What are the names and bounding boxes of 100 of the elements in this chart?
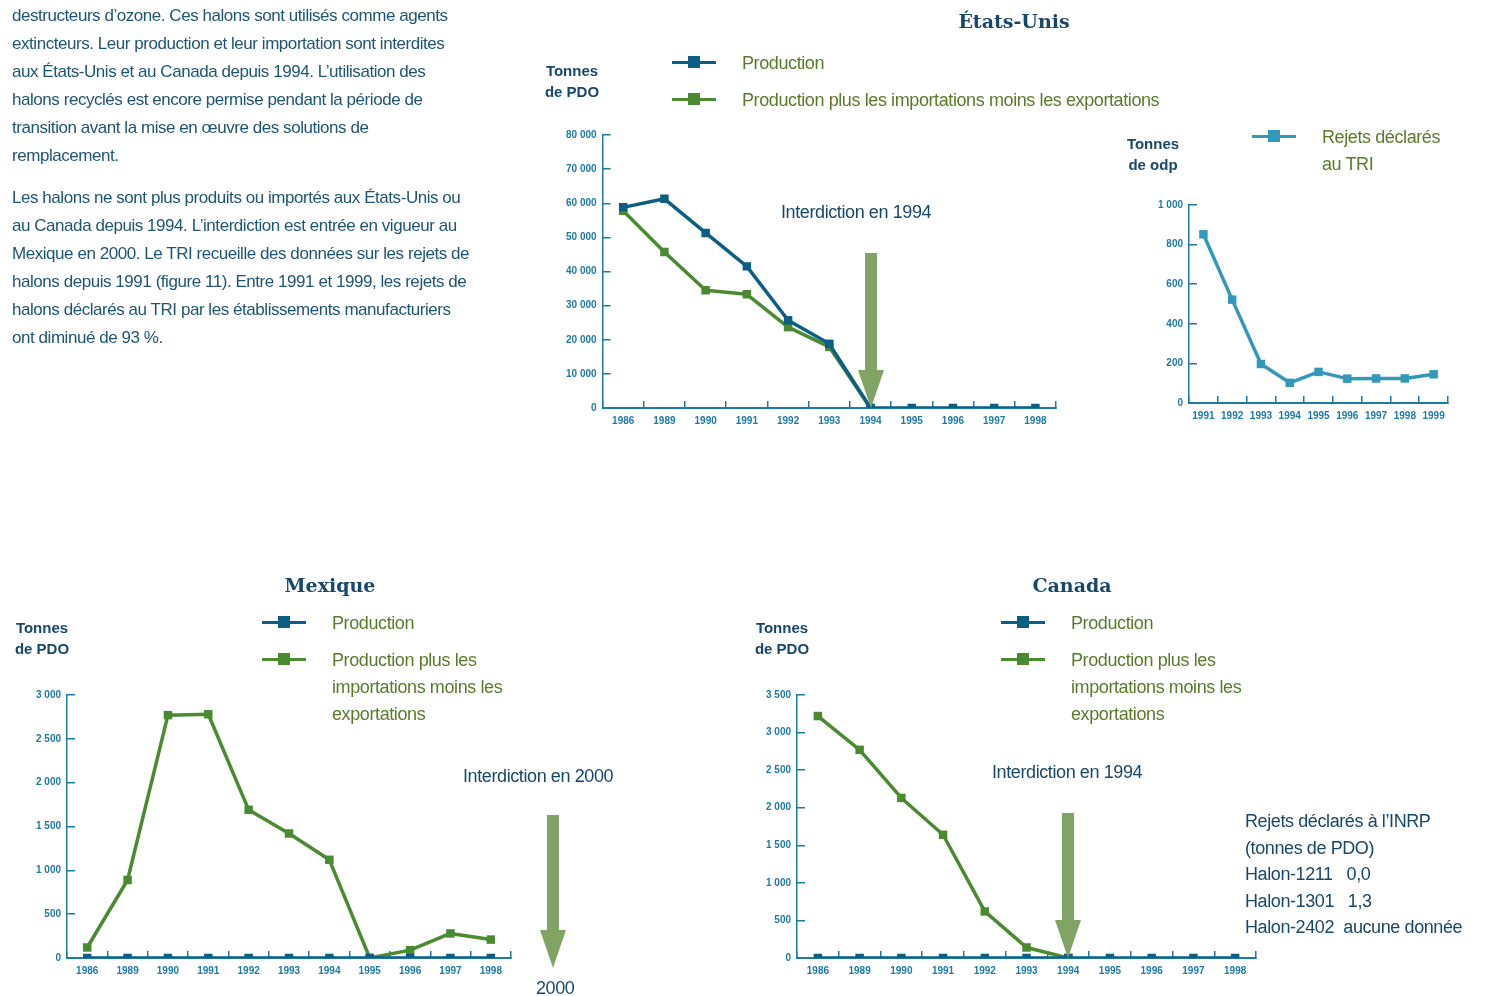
x-tick-label: 1993 [1249, 409, 1273, 421]
y-axis-title: Tonnes de PDO [543, 61, 601, 102]
x-tick-label: 1991 [735, 414, 759, 426]
y-tick-label: 30 000 [565, 299, 598, 311]
point [701, 228, 710, 238]
point [855, 745, 864, 755]
point [742, 262, 752, 271]
x-tick-label: 1992 [973, 964, 997, 976]
legend-label: Production plus les importations moins les exportations [1071, 649, 1243, 726]
x-tick-label: 1993 [818, 414, 841, 426]
x-tick-label: 1990 [156, 964, 180, 976]
legend-label: Production [1071, 612, 1154, 635]
y-tick-label: 1 500 [765, 839, 792, 851]
x-tick-label: 1986 [76, 964, 99, 976]
point [701, 286, 710, 295]
text: Les halons ne sont plus produits ou importés aux États-Unis ou au Canada depuis 1994. L’interdiction est entrée en vigueur au Mexique en 2000. Le TRI recueille des données sur les rejets de halons depuis 1991 (figure 11). Entre 1991 et 1999, les rejets de halons déclarés au TRI par les établissements manufacturiers ont diminué de 93 %. [12, 187, 471, 349]
annotation: Interdiction en 1994 [781, 202, 932, 223]
point [1227, 295, 1237, 304]
x-tick-label: 1999 [1422, 409, 1446, 421]
legend-label: Rejets déclarés au TRI [1322, 126, 1442, 176]
x-tick-label: 1990 [694, 414, 718, 426]
x-tick-label: 1997 [1364, 409, 1388, 421]
point [1400, 374, 1410, 383]
point [660, 247, 669, 257]
y-tick-label: 3 000 [35, 688, 62, 700]
chart-title: Canada [1032, 574, 1112, 596]
x-tick-label: 1997 [1182, 964, 1205, 976]
x-tick-label: 1995 [900, 414, 924, 426]
x-tick-label: 1997 [983, 414, 1006, 426]
x-tick-label: 1997 [439, 964, 463, 976]
legend-label: Production [332, 612, 415, 635]
annotation: Interdiction en 2000 [463, 766, 614, 787]
y-tick-label: 0 [1177, 396, 1184, 408]
annotation: Rejets déclarés à l’INRP [1245, 810, 1432, 833]
y-tick-label: 1 500 [35, 820, 62, 832]
y-tick-label: 10 000 [565, 367, 598, 379]
x-tick-label: 1998 [479, 964, 503, 976]
y-tick-label: 2 500 [35, 732, 62, 744]
x-tick-label: 1994 [318, 964, 341, 976]
y-tick-label: 1 000 [765, 876, 792, 888]
y-tick-label: 50 000 [565, 231, 598, 243]
legend-label: Production plus les importations moins les exportations [742, 89, 1160, 112]
x-tick-label: 1995 [1307, 409, 1331, 421]
annotation: Halon-1211 0,0 [1245, 863, 1372, 886]
y-tick-label: 0 [55, 951, 62, 963]
y-tick-label: 3 500 [765, 688, 792, 700]
point [980, 907, 990, 916]
y-tick-label: 80 000 [565, 128, 598, 140]
text: 2000 [536, 978, 575, 996]
point [123, 875, 132, 885]
x-tick-label: 1993 [1015, 964, 1039, 976]
x-tick-label: 1996 [398, 964, 422, 976]
point [1285, 378, 1294, 388]
x-tick-label: 1991 [197, 964, 220, 976]
point [897, 793, 906, 803]
point [244, 805, 253, 815]
y-tick-label: 500 [774, 914, 792, 926]
y-axis-title: Tonnes de PDO [753, 618, 811, 659]
annotation: (tonnes de PDO) [1245, 836, 1376, 860]
x-tick-label: 1993 [277, 964, 301, 976]
y-tick-label: 2 000 [765, 801, 792, 813]
x-tick-label: 1989 [653, 414, 676, 426]
annotation: Halon-2402 aucune donnée [1245, 916, 1463, 939]
y-tick-label: 800 [1166, 238, 1184, 250]
y-tick-label: 60 000 [565, 197, 598, 208]
y-axis-title: Tonnes de PDO [13, 618, 71, 659]
y-tick-label: 0 [785, 951, 792, 963]
y-tick-label: 2 500 [765, 763, 792, 775]
x-tick-label: 1989 [848, 964, 872, 976]
x-tick-label: 1991 [931, 964, 955, 976]
x-tick-label: 1990 [890, 964, 913, 976]
point [486, 935, 496, 944]
x-tick-label: 1986 [612, 414, 635, 426]
point [325, 855, 334, 865]
point [1371, 374, 1381, 383]
y-tick-label: 500 [44, 907, 62, 919]
point [742, 290, 752, 299]
y-tick-label: 3 000 [765, 726, 792, 738]
point [783, 316, 793, 325]
x-tick-label: 1998 [1224, 964, 1247, 976]
x-tick-label: 1995 [358, 964, 382, 976]
y-axis-title: Tonnes de odp [1125, 134, 1181, 175]
x-tick-label: 1996 [1140, 964, 1164, 976]
x-tick-label: 1994 [1278, 409, 1302, 421]
y-tick-label: 40 000 [565, 265, 598, 277]
chart-title: États-Unis [958, 10, 1070, 32]
y-tick-label: 600 [1166, 277, 1184, 289]
y-tick-label: 1 000 [1157, 198, 1184, 210]
point [660, 194, 669, 204]
x-tick-label: 1998 [1024, 414, 1047, 426]
y-tick-label: 20 000 [565, 333, 598, 345]
point [204, 710, 213, 719]
point [1314, 367, 1323, 377]
x-tick-label: 1998 [1393, 409, 1417, 421]
text: destructeurs d’ozone. Ces halons sont utilisés comme agents extincteurs. Leur production et leur importation sont interdites aux États-Unis et au Canada depuis 1994. L’utilisation des halons recyclés est encore permise pendant la période de transition avant la mise en œuvre des solutions de remplacement. [12, 5, 449, 167]
chart-title: Mexique [284, 574, 376, 596]
y-tick-label: 70 000 [565, 162, 598, 174]
y-tick-label: 1 000 [35, 864, 62, 876]
x-tick-label: 1994 [1057, 964, 1080, 976]
point [446, 929, 455, 938]
